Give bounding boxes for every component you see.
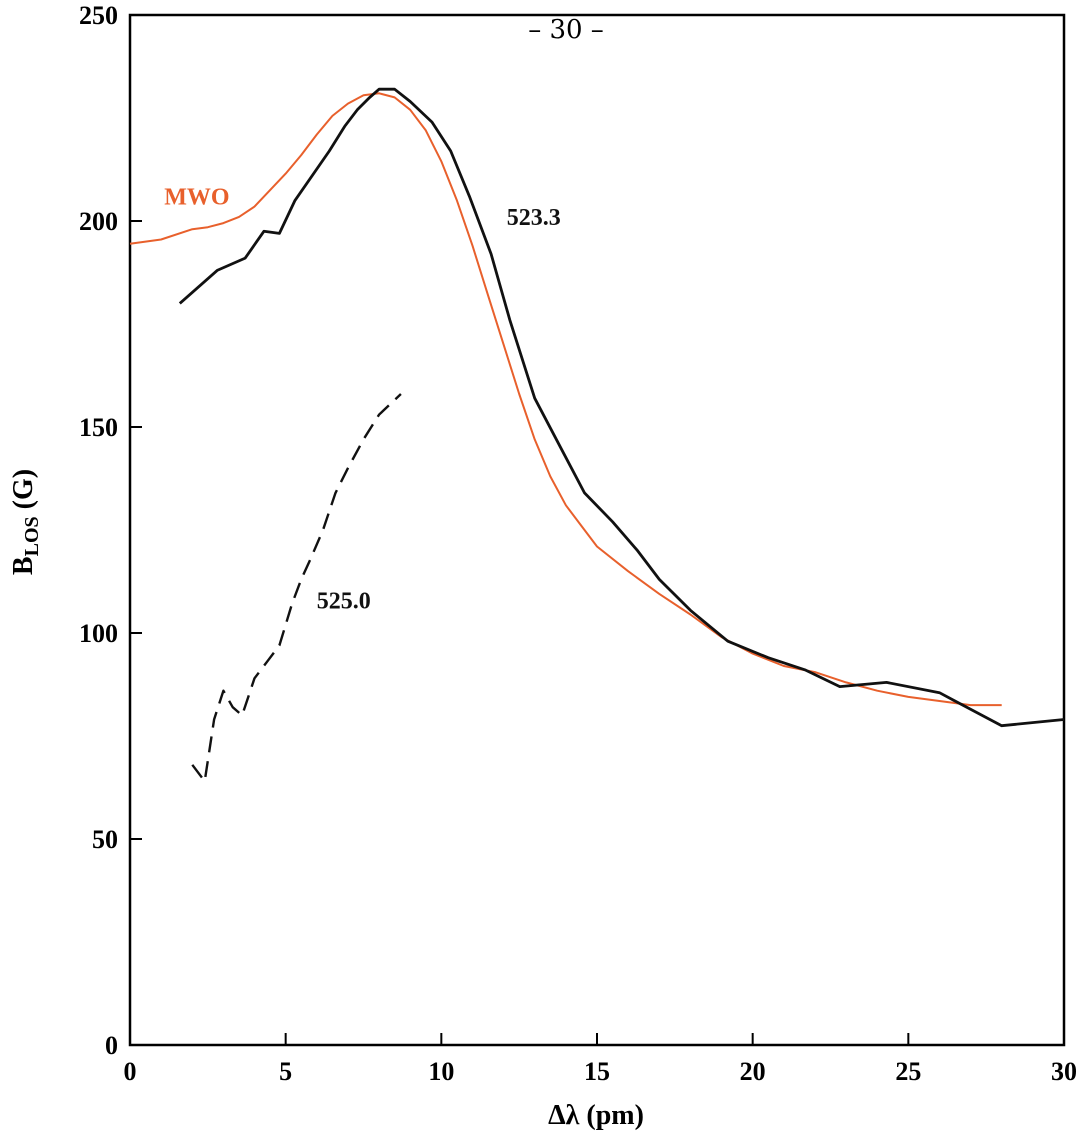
x-tick-label: 15 (584, 1057, 610, 1086)
series-line-523-3 (178, 87, 1065, 728)
y-axis-label-main: B (8, 556, 39, 575)
series-line-mwo (129, 92, 1002, 707)
axes (128, 13, 1066, 1047)
y-tick-label: 50 (92, 825, 118, 854)
series-line-525-0 (191, 393, 402, 783)
y-axis-label-unit: (G) (8, 469, 39, 516)
y-tick-label: 150 (79, 413, 118, 442)
x-axis-label: Δλ (pm) (548, 1100, 644, 1131)
tick-marks: 0 5 10 15 20 25 30 0 50 100 150 200 250 (79, 1, 1077, 1086)
y-axis-label: BLOS (G) (8, 469, 43, 575)
y-axis-label-subscript: LOS (21, 516, 43, 556)
x-tick-label: 0 (124, 1057, 137, 1086)
y-tick-label: 0 (105, 1031, 118, 1060)
x-tick-label: 25 (895, 1057, 921, 1086)
x-tick-label: 30 (1051, 1057, 1077, 1086)
y-tick-label: 100 (79, 619, 118, 648)
y-tick-label: 250 (79, 1, 118, 30)
x-tick-label: 10 (428, 1057, 454, 1086)
y-tick-label: 200 (79, 207, 118, 236)
annotation-523-3: 523.3 (507, 205, 561, 231)
annotation-525-0: 525.0 (317, 588, 371, 614)
annotation-mwo: MWO (164, 185, 229, 211)
plot-frame (128, 13, 1066, 1047)
x-tick-label: 5 (279, 1057, 292, 1086)
series-group (129, 87, 1065, 783)
x-tick-label: 20 (740, 1057, 766, 1086)
annotations: MWO 523.3 525.0 (164, 185, 560, 615)
page-number: – 30 – (528, 15, 604, 45)
